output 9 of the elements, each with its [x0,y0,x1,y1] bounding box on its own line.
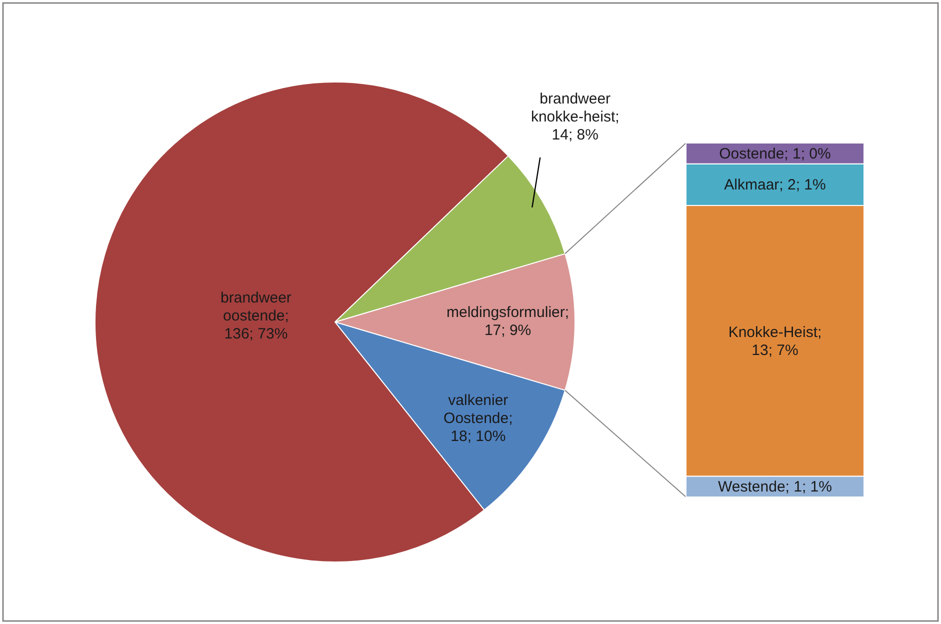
series-label: Knokke-Heist; [728,324,822,341]
slice-label: meldingsformulier; 17; 9% [446,304,570,339]
text: Oostende; 1; 0% [719,145,831,162]
data-label: 13; 7% [752,342,798,359]
slice-label: brandweer knokke-heist; 14; 8% [530,90,620,144]
slice-label: valkenier Oostende; 18; 10% [444,392,513,445]
text: Alkmaar; 2; 1% [724,176,826,194]
slice-label: brandweer oostende; 136; 73% [220,290,292,343]
text: Westende; 1; 1% [718,478,832,496]
